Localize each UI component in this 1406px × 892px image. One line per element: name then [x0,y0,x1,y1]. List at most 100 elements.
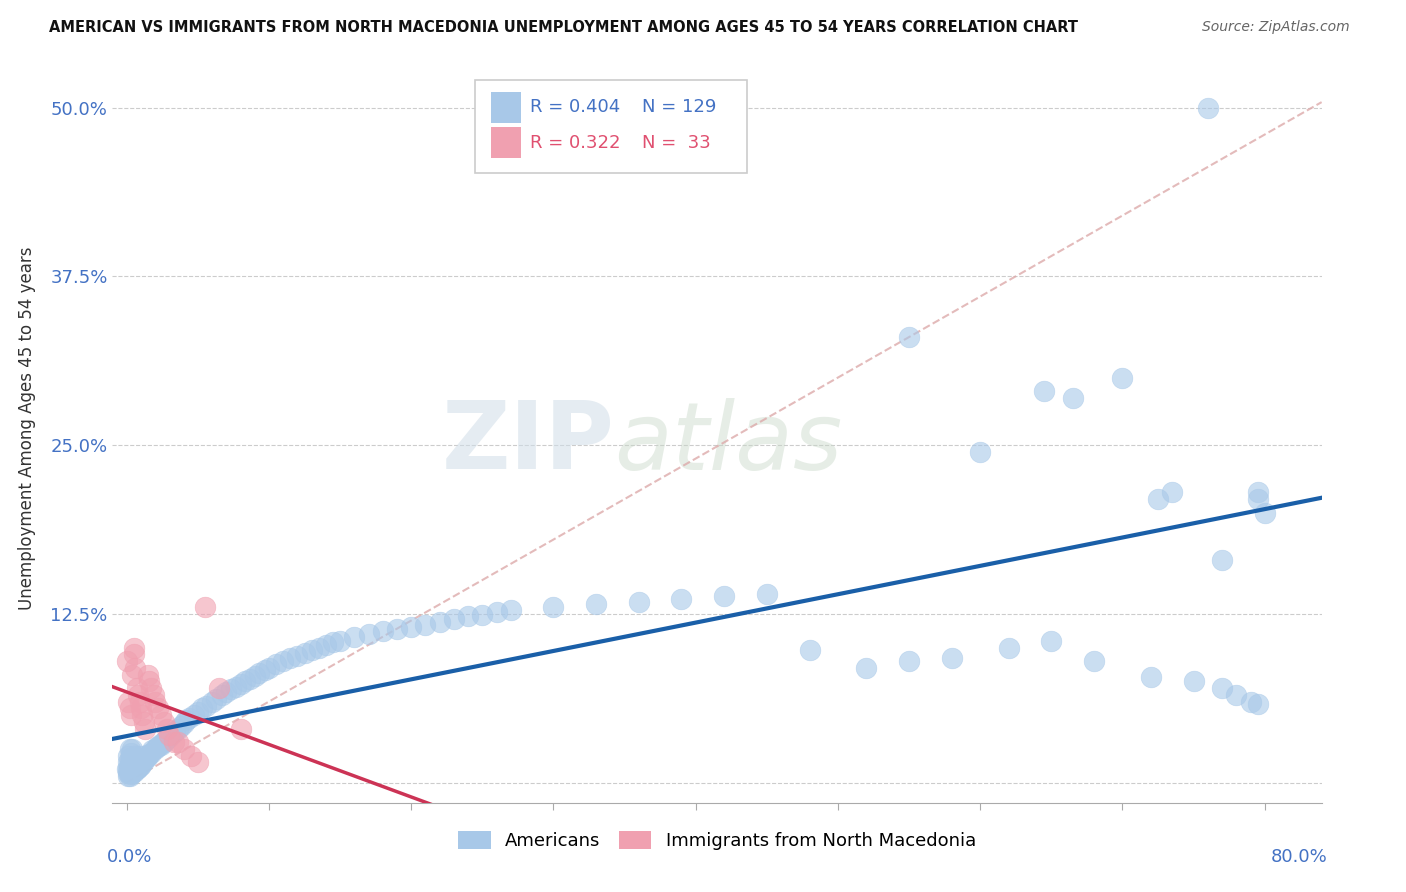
Point [219,682,242,697]
Point [215,685,238,699]
Point [1211,681,1233,695]
Point [357,627,380,641]
Point [208,681,231,695]
Point [122,764,145,779]
Point [343,630,366,644]
Text: N =  33: N = 33 [643,134,711,152]
Point [165,724,187,739]
Point [139,746,162,760]
Point [117,694,139,708]
Point [898,654,921,668]
Point [1062,391,1084,405]
Point [118,741,141,756]
Point [152,735,174,749]
Point [125,681,148,695]
Point [229,722,252,736]
Legend: Americans, Immigrants from North Macedonia: Americans, Immigrants from North Macedon… [451,823,983,857]
Text: atlas: atlas [614,398,842,489]
Y-axis label: Unemployment Among Ages 45 to 54 years: Unemployment Among Ages 45 to 54 years [18,246,37,610]
Point [1225,688,1247,702]
Point [132,754,155,768]
Point [191,701,214,715]
Point [315,638,337,652]
Point [120,767,142,781]
Point [301,643,323,657]
Point [671,591,693,606]
Point [253,664,276,678]
Point [157,728,180,742]
Point [134,722,156,736]
Point [115,654,138,668]
Text: R = 0.404: R = 0.404 [530,98,620,117]
Point [118,751,141,765]
Point [183,708,205,723]
Point [1246,698,1268,712]
Point [585,598,607,612]
Point [243,669,266,683]
Point [322,635,344,649]
Point [239,672,262,686]
Point [120,759,142,773]
Point [443,612,465,626]
Point [294,646,316,660]
Point [120,764,142,778]
Point [125,762,148,776]
Point [129,701,152,715]
Point [136,748,159,763]
Point [371,624,394,639]
Point [415,617,437,632]
Point [308,640,330,655]
Point [543,600,565,615]
Point [170,719,193,733]
Point [118,766,141,780]
Point [155,722,177,736]
Point [713,589,735,603]
Point [132,714,155,729]
Point [145,740,167,755]
Point [122,640,145,655]
Point [117,748,139,763]
Point [115,762,138,776]
Point [278,651,301,665]
Point [167,735,190,749]
Point [117,769,139,783]
Text: Source: ZipAtlas.com: Source: ZipAtlas.com [1202,20,1350,34]
Point [150,736,173,750]
Point [167,722,190,736]
Point [385,622,408,636]
Point [125,754,148,768]
Point [121,766,143,780]
Point [755,586,778,600]
Point [128,759,150,773]
Point [160,727,183,741]
Point [499,603,522,617]
Point [997,640,1019,655]
Point [1211,553,1233,567]
Point [155,731,177,745]
Point [229,677,252,691]
Point [1140,670,1163,684]
Point [180,748,202,763]
Point [271,654,294,668]
Point [121,667,143,681]
Point [1033,384,1056,398]
Point [205,691,228,706]
Point [129,748,152,763]
Point [329,633,352,648]
Point [1040,633,1063,648]
Point [211,688,233,702]
Point [131,756,153,770]
Point [855,661,877,675]
Point [149,708,172,723]
Point [173,741,195,756]
Point [399,620,422,634]
Point [121,741,143,756]
Point [1182,674,1205,689]
Point [627,594,650,608]
Point [117,762,139,776]
Point [152,714,174,729]
Point [187,756,209,770]
Text: AMERICAN VS IMMIGRANTS FROM NORTH MACEDONIA UNEMPLOYMENT AMONG AGES 45 TO 54 YEA: AMERICAN VS IMMIGRANTS FROM NORTH MACEDO… [49,20,1078,35]
Point [136,667,159,681]
Point [457,609,479,624]
